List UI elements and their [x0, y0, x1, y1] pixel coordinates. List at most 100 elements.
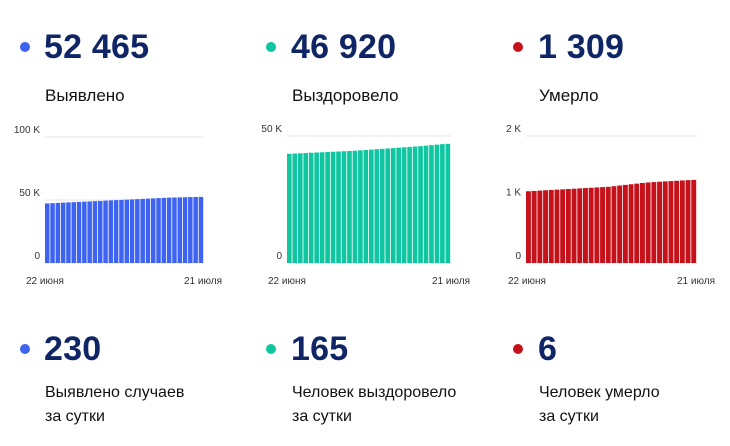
daily-died-label-2: за сутки — [539, 408, 599, 425]
died-y-tick-label: 2 K — [506, 124, 521, 135]
died-bar — [662, 181, 668, 263]
identified-bar — [124, 199, 129, 263]
died-dot-icon — [513, 42, 523, 52]
recovered-bar — [352, 150, 358, 263]
died-bar — [537, 190, 543, 263]
recovered-bar — [440, 144, 445, 263]
died-chart: 2 K 1 K 0 22 июня 21 июля — [506, 124, 715, 287]
died-y-tick-label: 1 K — [506, 188, 521, 199]
identified-bar — [50, 203, 55, 263]
daily-recovered-value: 165 — [291, 330, 349, 368]
recovered-bar — [336, 151, 341, 263]
daily-recovered-label-2: за сутки — [292, 408, 352, 425]
daily-recovered-label-1: Человек выздоровело — [292, 384, 457, 401]
identified-bar — [161, 197, 167, 263]
identified-bar — [119, 199, 124, 263]
recovered-bar — [287, 153, 292, 263]
recovered-y-tick-label: 50 K — [261, 124, 282, 135]
died-y-tick-label: 0 — [515, 251, 521, 262]
recovered-bar — [434, 144, 440, 263]
daily-identified-label-1: Выявлено случаев — [45, 384, 185, 401]
recovered-bar — [429, 145, 434, 263]
identified-bar — [45, 203, 50, 263]
recovered-x-end-label: 21 июля — [432, 276, 470, 287]
recovered-bar — [347, 150, 352, 263]
died-bar — [531, 190, 537, 263]
identified-x-end-label: 21 июля — [184, 276, 222, 287]
died-bar — [622, 184, 628, 263]
identified-bar — [145, 198, 151, 263]
identified-label: Выявлено — [45, 86, 125, 105]
recovered-bar — [314, 152, 319, 263]
recovered-bar — [325, 152, 330, 263]
recovered-bar — [423, 145, 429, 263]
identified-bar — [151, 198, 156, 263]
identified-total: 52 465 — [44, 28, 150, 66]
died-bar — [634, 183, 640, 263]
recovered-label: Выздоровело — [292, 86, 399, 105]
died-total: 1 309 — [538, 28, 625, 66]
identified-y-tick-label: 0 — [34, 251, 40, 262]
died-bar — [554, 189, 560, 263]
died-bar — [668, 181, 674, 263]
recovered-total: 46 920 — [291, 28, 397, 66]
died-bar — [560, 189, 566, 263]
recovered-bar — [363, 149, 369, 263]
died-bar — [588, 187, 594, 263]
died-bar — [605, 186, 611, 263]
identified-bar — [113, 200, 119, 263]
died-bar — [657, 181, 662, 263]
died-bar — [645, 182, 651, 263]
identified-bar — [98, 200, 103, 263]
identified-bar — [198, 196, 204, 263]
died-bar — [577, 188, 583, 263]
died-bar — [583, 188, 588, 263]
recovered-bar — [358, 150, 363, 263]
daily-identified-label-2: за сутки — [45, 408, 105, 425]
identified-bar — [135, 199, 140, 263]
identified-bar — [103, 200, 108, 263]
recovered-bar — [308, 152, 314, 263]
recovered-bar — [297, 153, 303, 263]
recovered-chart: 50 K 0 22 июня 21 июля — [261, 124, 470, 287]
recovered-bar — [379, 148, 385, 263]
died-bar — [674, 180, 680, 263]
identified-bar — [76, 201, 82, 263]
identified-bar — [172, 197, 177, 263]
identified-bar — [66, 202, 71, 263]
died-bar — [548, 189, 554, 263]
recovered-x-start-label: 22 июня — [268, 276, 306, 287]
identified-x-start-label: 22 июня — [26, 276, 64, 287]
died-bar — [628, 184, 634, 263]
identified-bar — [156, 198, 161, 263]
identified-bar — [82, 201, 87, 263]
recovered-bar — [330, 151, 336, 263]
died-bar — [640, 182, 645, 263]
died-bar — [651, 182, 657, 263]
identified-bar — [55, 202, 61, 263]
identified-bar — [188, 197, 193, 263]
recovered-bar — [319, 152, 325, 263]
died-bar — [679, 180, 685, 263]
daily-identified-value: 230 — [44, 330, 102, 368]
recovered-dot-icon — [266, 42, 276, 52]
recovered-bar — [341, 151, 347, 263]
recovered-bar — [407, 146, 412, 263]
died-bar — [594, 187, 600, 263]
identified-bar — [193, 196, 198, 263]
recovered-bar — [445, 143, 451, 263]
recovered-bar — [401, 147, 407, 263]
daily-recovered-dot-icon — [266, 344, 276, 354]
died-bar — [611, 186, 617, 263]
recovered-bar — [396, 147, 401, 263]
identified-bar — [166, 197, 172, 263]
died-bar — [617, 185, 623, 263]
daily-died-dot-icon — [513, 344, 523, 354]
recovered-bar — [390, 148, 396, 263]
identified-bar — [140, 198, 145, 263]
identified-bar — [129, 199, 135, 263]
identified-bar — [177, 197, 182, 263]
died-label: Умерло — [539, 86, 599, 105]
recovered-y-tick-label: 0 — [276, 251, 282, 262]
recovered-bar — [303, 153, 309, 263]
